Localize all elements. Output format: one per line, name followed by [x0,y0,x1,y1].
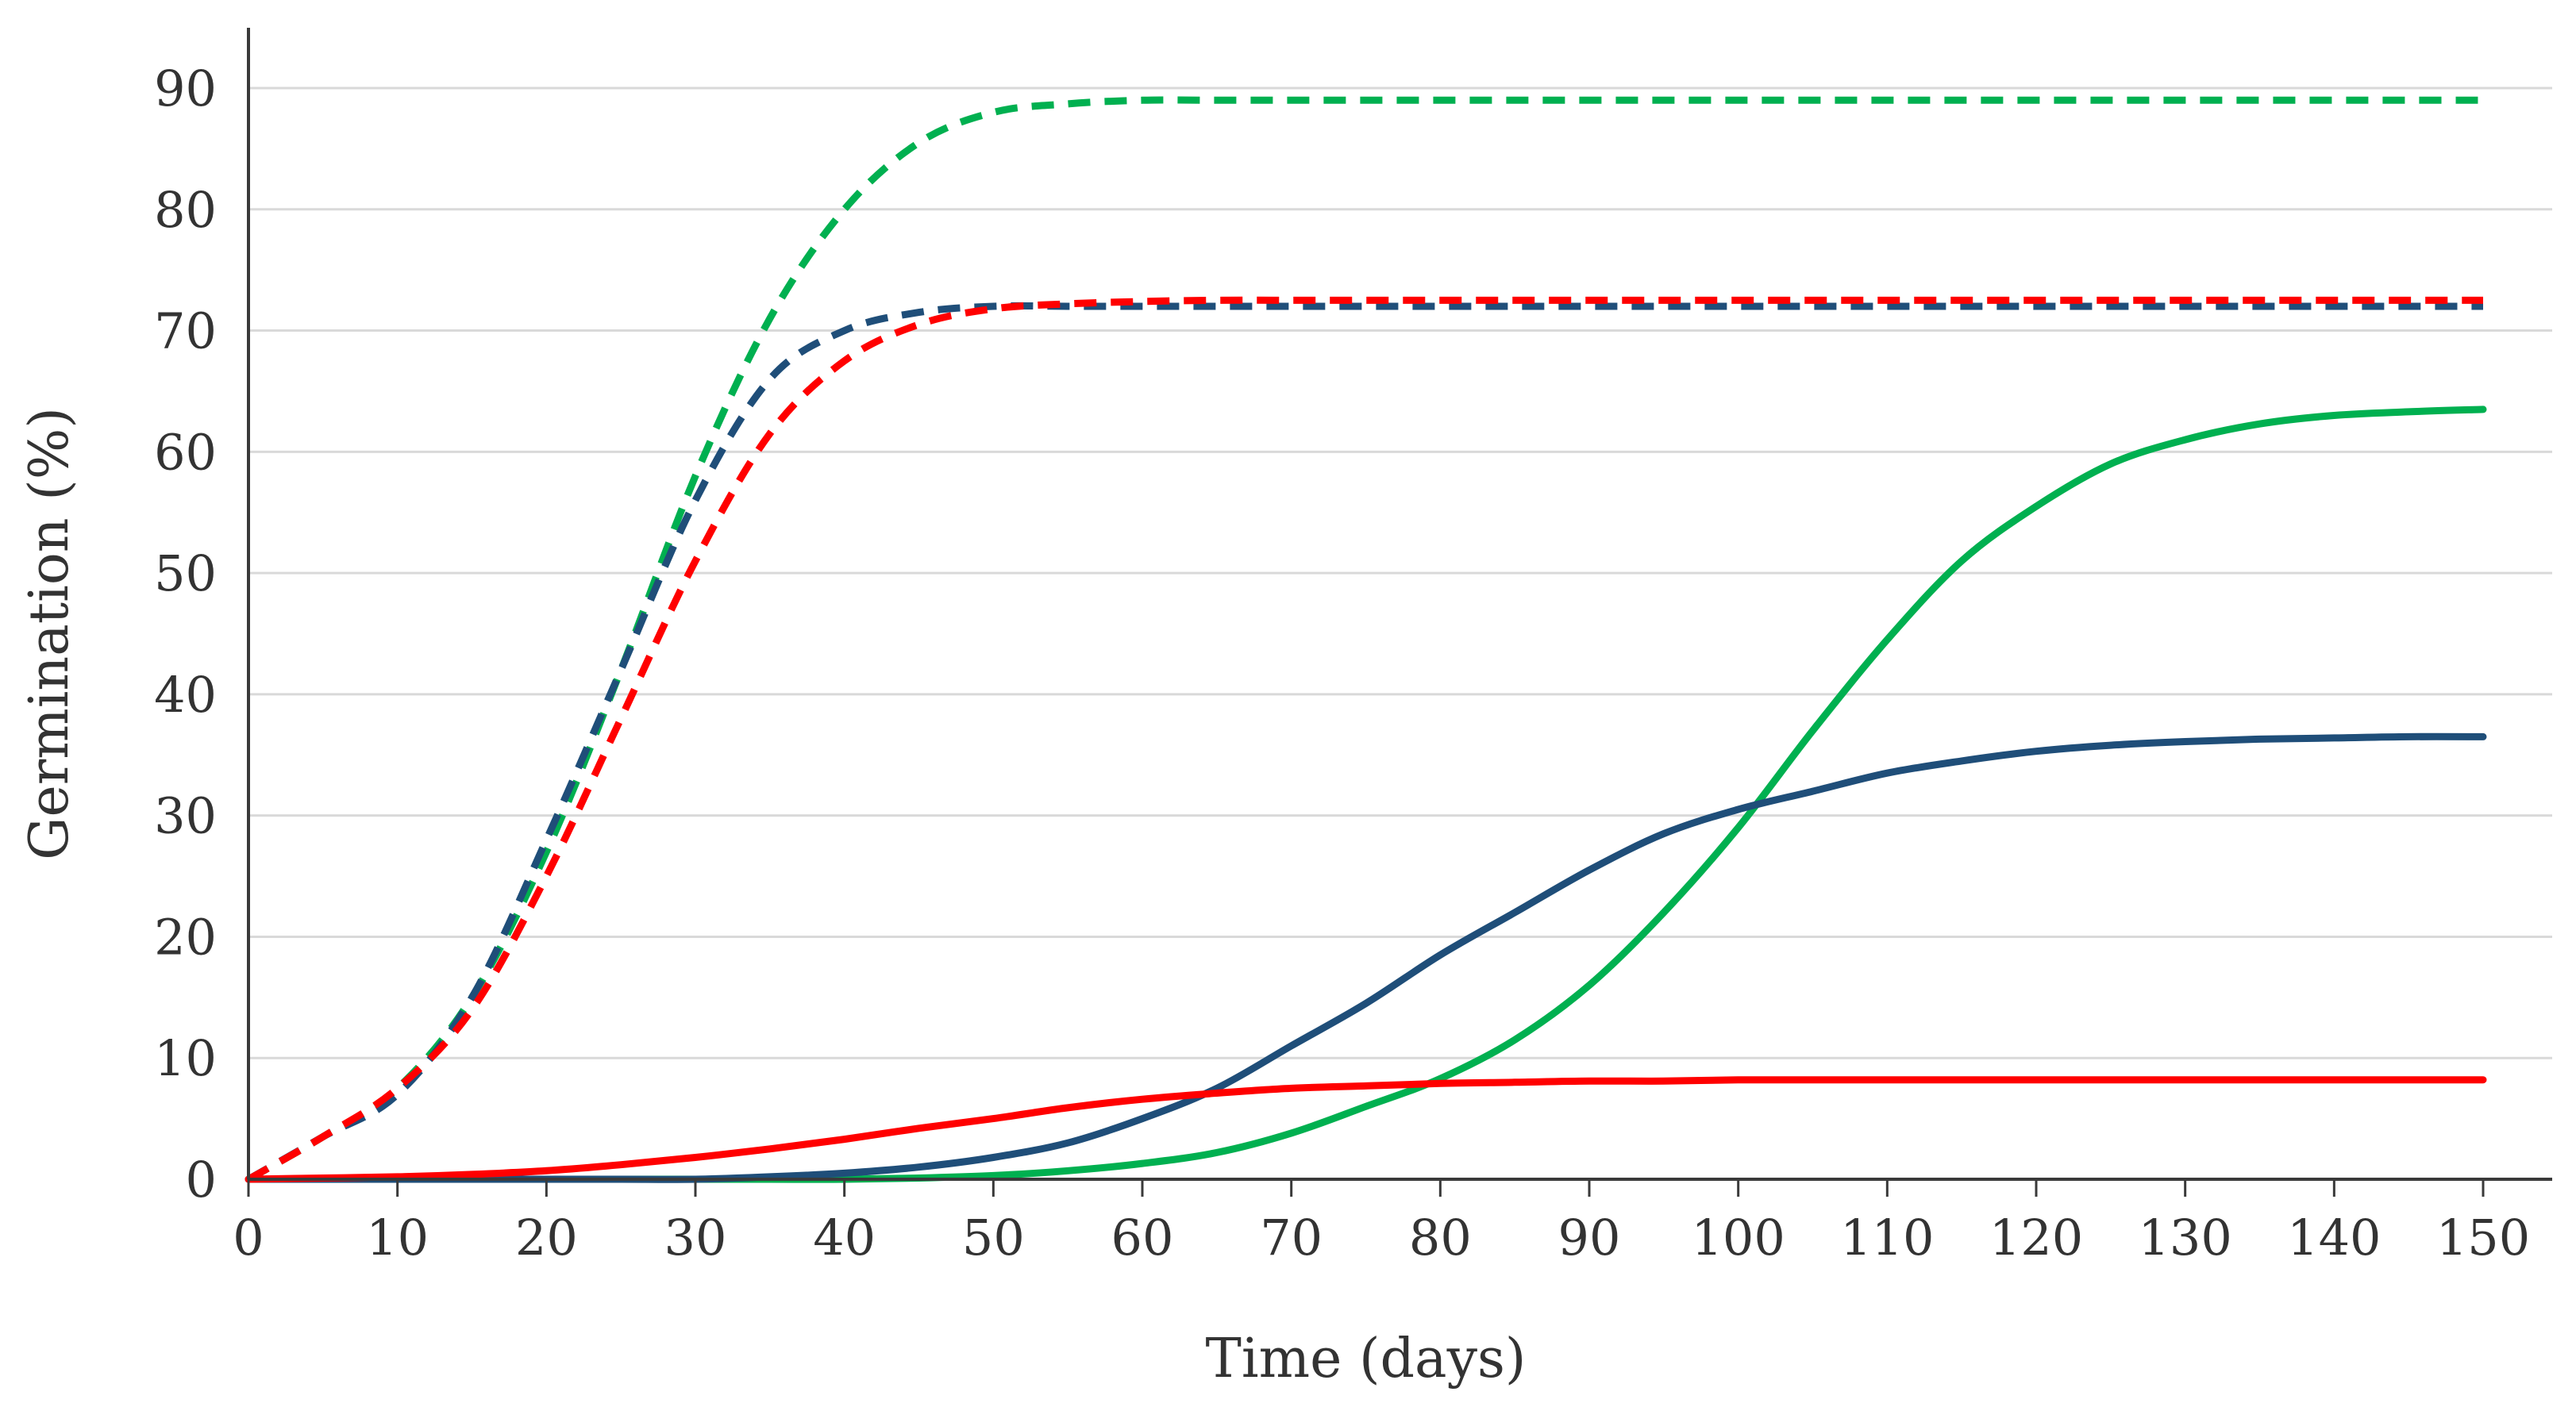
x-tick-label: 0 [233,1209,264,1267]
series-line-green-dashed [246,96,2483,1182]
x-tick-label: 10 [366,1209,429,1267]
y-tick-label: 0 [186,1151,217,1209]
x-tick-label: 30 [664,1209,727,1267]
series-line-red-dashed [246,296,2483,1182]
y-tick-label: 90 [154,60,217,117]
y-tick-labels: 0 10 20 30 40 50 60 70 80 90 [154,60,217,1209]
y-tick-label: 20 [154,908,217,966]
x-tick-label: 20 [515,1209,578,1267]
x-axis-title: Time (days) [1206,1328,1527,1390]
y-tick-label: 10 [154,1029,217,1087]
y-tick-label: 70 [154,302,217,360]
y-tick-label: 40 [154,666,217,724]
y-tick-label: 60 [154,423,217,481]
x-tick-labels: 0 10 20 30 40 50 60 70 80 90 100 110 120 130 140 150 [233,1179,2530,1267]
x-tick-label: 100 [1691,1209,1785,1267]
y-axis-title: Germination (%) [18,407,81,860]
x-tick-label: 90 [1558,1209,1621,1267]
x-tick-label: 70 [1260,1209,1323,1267]
x-tick-label: 150 [2436,1209,2530,1267]
gridlines [248,86,2552,1059]
y-tick-label: 30 [154,787,217,845]
x-tick-label: 120 [1989,1209,2083,1267]
x-tick-label: 130 [2138,1209,2231,1267]
y-tick-label: 80 [154,181,217,239]
series-line-red-solid [245,1076,2487,1183]
series-line-blue-dashed [246,302,2483,1182]
y-tick-label: 50 [154,544,217,602]
series-lines [245,96,2487,1183]
x-tick-label: 140 [2287,1209,2381,1267]
x-tick-label: 110 [1840,1209,1934,1267]
axes [247,28,2552,1181]
x-tick-label: 50 [962,1209,1025,1267]
x-tick-label: 80 [1409,1209,1472,1267]
x-tick-label: 60 [1111,1209,1174,1267]
x-tick-label: 40 [813,1209,876,1267]
